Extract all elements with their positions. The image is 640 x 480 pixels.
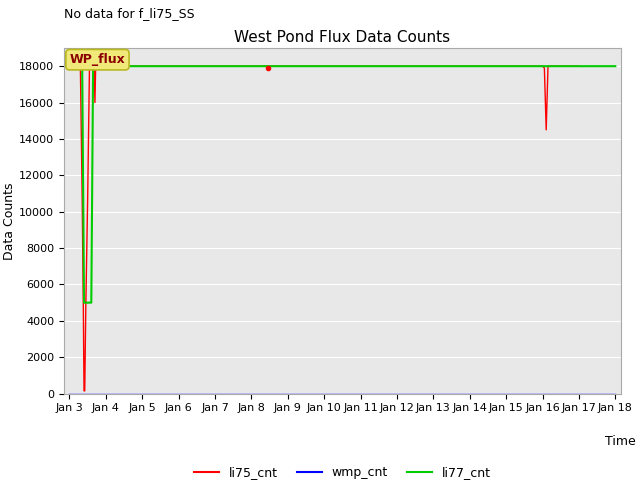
X-axis label: Time: Time <box>605 435 636 448</box>
Text: WP_flux: WP_flux <box>70 53 125 66</box>
li75_cnt <box>575 63 583 69</box>
li77_cnt <box>82 300 90 306</box>
li77_cnt <box>102 63 109 69</box>
li75_cnt <box>120 63 128 69</box>
li75_cnt <box>77 63 84 69</box>
li75_cnt <box>97 63 104 69</box>
li75_cnt <box>89 63 97 69</box>
li77_cnt <box>66 63 74 69</box>
Line: li75_cnt: li75_cnt <box>70 66 579 391</box>
Legend: li75_cnt, wmp_cnt, li77_cnt: li75_cnt, wmp_cnt, li77_cnt <box>189 461 496 480</box>
li75_cnt <box>92 63 99 69</box>
li77_cnt <box>84 300 92 306</box>
li75_cnt <box>546 63 554 69</box>
li77_cnt <box>86 300 93 306</box>
li75_cnt <box>84 196 92 202</box>
li77_cnt <box>80 300 88 306</box>
li75_cnt <box>541 65 548 71</box>
li75_cnt <box>539 63 547 69</box>
li75_cnt <box>264 63 271 69</box>
Title: West Pond Flux Data Counts: West Pond Flux Data Counts <box>234 30 451 46</box>
li75_cnt <box>80 388 88 394</box>
li75_cnt <box>102 63 109 69</box>
li75_cnt <box>90 63 98 69</box>
li77_cnt <box>611 63 619 69</box>
li75_cnt <box>550 63 557 69</box>
li75_cnt <box>79 300 87 306</box>
li75_cnt <box>88 63 95 69</box>
li77_cnt <box>78 63 86 69</box>
li77_cnt <box>91 63 99 69</box>
Text: No data for f_li75_SS: No data for f_li75_SS <box>64 7 195 20</box>
li75_cnt <box>104 63 111 69</box>
Y-axis label: Data Counts: Data Counts <box>3 182 17 260</box>
li75_cnt <box>557 63 564 69</box>
li75_cnt <box>91 100 99 106</box>
Line: li77_cnt: li77_cnt <box>70 66 615 303</box>
li75_cnt <box>78 196 86 202</box>
li75_cnt <box>542 127 550 133</box>
li75_cnt <box>106 63 113 69</box>
li77_cnt <box>88 300 95 306</box>
li75_cnt <box>544 63 552 69</box>
li75_cnt <box>93 63 100 69</box>
li77_cnt <box>89 63 97 69</box>
li75_cnt <box>81 388 88 394</box>
li75_cnt <box>82 301 90 307</box>
li75_cnt <box>86 63 93 69</box>
li75_cnt <box>66 63 74 69</box>
li75_cnt <box>95 63 102 69</box>
